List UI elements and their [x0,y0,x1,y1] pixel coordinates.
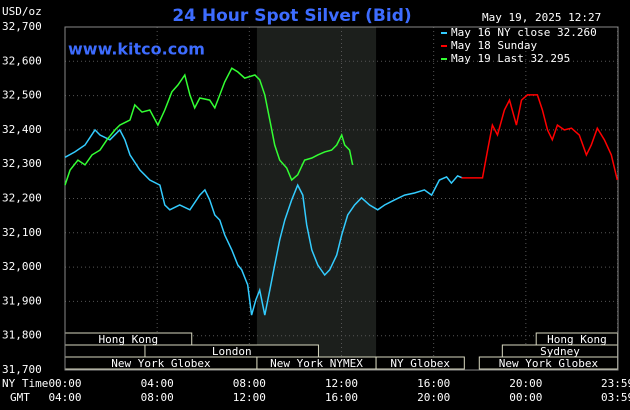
y-tick-label: 32,000 [2,260,42,273]
x2-tick-label: 03:59 [601,391,630,404]
x2-tick-label: 12:00 [233,391,266,404]
session-label: New York Globex [111,357,211,370]
x2-tick-label: 16:00 [325,391,358,404]
session-bar [375,356,465,370]
y-tick-label: 32,500 [2,89,42,102]
timestamp: May 19, 2025 12:27 [482,11,601,24]
series-line [64,67,354,186]
session-shade [256,27,377,370]
x2-tick-label: 20:00 [417,391,450,404]
x2-tick-label: 08:00 [141,391,174,404]
legend-label: May 16 NY close 32.260 [451,26,597,39]
x-tick-label: 12:00 [325,377,358,390]
x-tick-label: 00:00 [48,377,81,390]
x-tick-label: 08:00 [233,377,266,390]
x2-tick-label: 00:00 [509,391,542,404]
session-label: NY Globex [390,357,450,370]
y-tick-label: 32,100 [2,226,42,239]
legend-label: May 18 Sunday [451,39,537,52]
watermark: www.kitco.com [68,40,205,59]
session-label: New York Globex [499,357,599,370]
y-tick-label: 31,700 [2,363,42,376]
y-tick-label: 31,900 [2,294,42,307]
y-tick-label: 32,300 [2,157,42,170]
chart-title: 24 Hour Spot Silver (Bid) [172,6,411,26]
session-label: Hong Kong [547,333,607,346]
session-label: Sydney [540,345,580,358]
x-tick-label: 16:00 [417,377,450,390]
plot-frame [64,26,619,371]
y-tick-label: 32,700 [2,20,42,33]
session-label: New York NYMEX [270,357,363,370]
x-row-label: NY Time [2,377,48,390]
x-tick-label: 04:00 [141,377,174,390]
legend-label: May 19 Last 32.295 [451,52,570,65]
x-tick-label: 20:00 [509,377,542,390]
unit-label: USD/oz [2,5,42,18]
plot-back [64,26,619,371]
y-tick-label: 31,800 [2,329,42,342]
session-label: Hong Kong [99,333,159,346]
y-tick-label: 32,200 [2,192,42,205]
y-tick-label: 32,400 [2,123,42,136]
x2-row-label: GMT [10,391,30,404]
y-tick-label: 32,600 [2,54,42,67]
x-tick-label: 23:59 [601,377,630,390]
series-line [64,128,463,316]
x2-tick-label: 04:00 [48,391,81,404]
series-line [461,94,619,181]
session-label: London [212,345,252,358]
